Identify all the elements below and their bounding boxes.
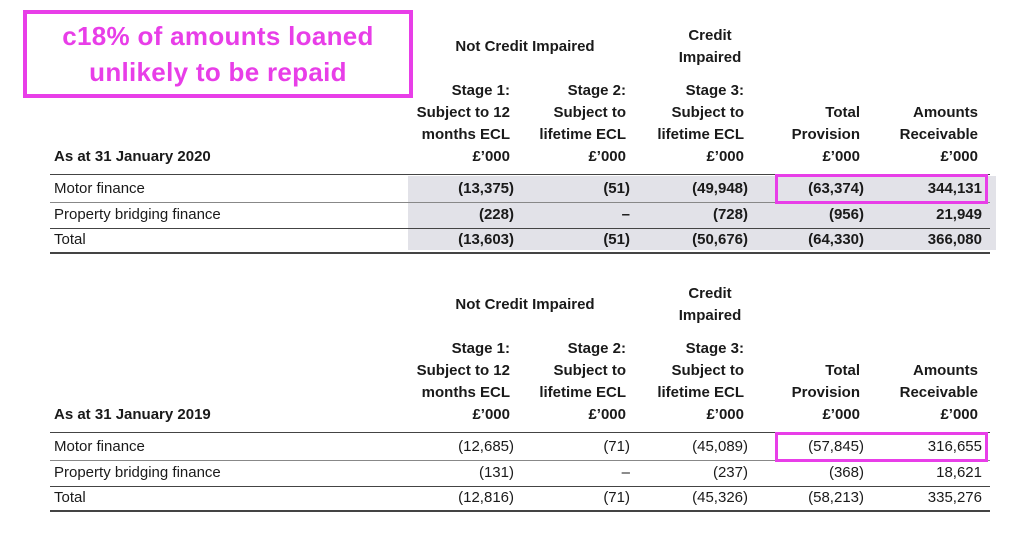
value-property-stage3: (728)	[712, 206, 748, 223]
value-motor-stage3: (45,089)	[692, 438, 748, 455]
value-property-stage2: –	[621, 206, 630, 223]
row-label-motor-finance: Motor finance	[54, 180, 145, 197]
col-header-receivable-unit: £’000	[940, 406, 978, 423]
value-motor-stage2: (71)	[603, 438, 630, 455]
value-motor-total-provision: (63,374)	[808, 180, 864, 197]
header-rule	[50, 432, 990, 433]
col-header-stage1-line3: months ECL	[421, 384, 510, 401]
col-header-stage3-unit: £’000	[706, 148, 744, 165]
col-header-stage1-line1: Stage 1:	[451, 340, 510, 357]
header-rule	[50, 174, 990, 175]
value-total-stage2: (51)	[603, 231, 630, 248]
value-total-total-provision: (58,213)	[808, 489, 864, 506]
value-motor-total-provision: (57,845)	[808, 438, 864, 455]
row-label-total: Total	[54, 489, 86, 506]
col-header-stage3-line3: lifetime ECL	[657, 126, 744, 143]
total-rule-top	[50, 228, 990, 229]
value-motor-stage1: (12,685)	[458, 438, 514, 455]
row-label-property-bridging: Property bridging finance	[54, 206, 221, 223]
group-header-not-credit-impaired: Not Credit Impaired	[455, 296, 595, 313]
col-header-total-unit: £’000	[822, 148, 860, 165]
value-total-stage2: (71)	[603, 489, 630, 506]
row-header-date: As at 31 January 2019	[54, 406, 211, 423]
highlight-motor-finance-2020	[775, 174, 988, 204]
row-label-motor-finance: Motor finance	[54, 438, 145, 455]
callout-box: c18% of amounts loaned unlikely to be re…	[23, 10, 413, 98]
value-property-amounts-receivable: 18,621	[936, 464, 982, 481]
col-header-stage3-line1: Stage 3:	[685, 82, 744, 99]
col-header-stage3-line3: lifetime ECL	[657, 384, 744, 401]
value-property-stage3: (237)	[712, 464, 748, 481]
col-header-receivable-line1: Amounts	[913, 362, 978, 379]
total-rule-top	[50, 486, 990, 487]
col-header-stage1-line3: months ECL	[421, 126, 510, 143]
shaded-current-year-block	[408, 176, 996, 250]
group-header-credit-impaired-line2: Impaired	[678, 307, 742, 324]
value-motor-amounts-receivable: 344,131	[927, 180, 982, 197]
value-property-total-provision: (956)	[828, 206, 864, 223]
col-header-total-line2: Provision	[791, 384, 860, 401]
col-header-stage2-line1: Stage 2:	[567, 340, 626, 357]
value-motor-stage2: (51)	[603, 180, 630, 197]
col-header-total-line1: Total	[825, 362, 860, 379]
highlight-motor-finance-2019	[775, 432, 988, 462]
value-motor-stage3: (49,948)	[692, 180, 748, 197]
group-header-credit-impaired-line2: Impaired	[678, 49, 742, 66]
value-total-stage1: (13,603)	[458, 231, 514, 248]
col-header-stage3-line2: Subject to	[671, 104, 744, 121]
value-total-stage1: (12,816)	[458, 489, 514, 506]
callout-line-2: unlikely to be repaid	[89, 57, 347, 87]
total-rule-bottom	[50, 252, 990, 254]
row-rule	[50, 460, 990, 461]
col-header-stage1-line2: Subject to 12	[416, 362, 510, 379]
value-total-amounts-receivable: 366,080	[927, 231, 982, 248]
provision-table-2020: Not Credit Impaired Credit Impaired Stag…	[50, 0, 996, 260]
col-header-total-line2: Provision	[791, 126, 860, 143]
col-header-stage2-line2: Subject to	[553, 104, 626, 121]
col-header-stage2-line1: Stage 2:	[567, 82, 626, 99]
value-total-stage3: (50,676)	[692, 231, 748, 248]
group-header-credit-impaired-line1: Credit	[688, 285, 732, 302]
group-header-credit-impaired-line1: Credit	[688, 27, 732, 44]
col-header-stage1-unit: £’000	[472, 406, 510, 423]
col-header-stage3-line2: Subject to	[671, 362, 744, 379]
row-header-date: As at 31 January 2020	[54, 148, 211, 165]
col-header-total-line1: Total	[825, 104, 860, 121]
value-motor-stage1: (13,375)	[458, 180, 514, 197]
row-label-property-bridging: Property bridging finance	[54, 464, 221, 481]
col-header-total-unit: £’000	[822, 406, 860, 423]
value-property-stage1: (131)	[478, 464, 514, 481]
col-header-stage1-line1: Stage 1:	[451, 82, 510, 99]
col-header-stage2-line2: Subject to	[553, 362, 626, 379]
value-total-total-provision: (64,330)	[808, 231, 864, 248]
col-header-stage2-unit: £’000	[588, 148, 626, 165]
col-header-stage1-line2: Subject to 12	[416, 104, 510, 121]
value-total-stage3: (45,326)	[692, 489, 748, 506]
value-total-amounts-receivable: 335,276	[927, 489, 982, 506]
col-header-stage2-line3: lifetime ECL	[539, 126, 626, 143]
row-rule	[50, 202, 990, 203]
total-rule-bottom	[50, 510, 990, 512]
col-header-receivable-line2: Receivable	[899, 384, 978, 401]
col-header-stage2-line3: lifetime ECL	[539, 384, 626, 401]
group-header-not-credit-impaired: Not Credit Impaired	[455, 38, 595, 55]
col-header-receivable-unit: £’000	[940, 148, 978, 165]
col-header-stage3-line1: Stage 3:	[685, 340, 744, 357]
col-header-receivable-line1: Amounts	[913, 104, 978, 121]
value-property-stage1: (228)	[478, 206, 514, 223]
col-header-stage3-unit: £’000	[706, 406, 744, 423]
row-label-total: Total	[54, 231, 86, 248]
value-motor-amounts-receivable: 316,655	[927, 438, 982, 455]
value-property-total-provision: (368)	[828, 464, 864, 481]
col-header-stage1-unit: £’000	[472, 148, 510, 165]
callout-line-1: c18% of amounts loaned	[62, 21, 374, 51]
value-property-amounts-receivable: 21,949	[936, 206, 982, 223]
value-property-stage2: –	[621, 464, 630, 481]
col-header-stage2-unit: £’000	[588, 406, 626, 423]
col-header-receivable-line2: Receivable	[899, 126, 978, 143]
provision-table-2019: Not Credit Impaired Credit Impaired Stag…	[50, 258, 990, 518]
